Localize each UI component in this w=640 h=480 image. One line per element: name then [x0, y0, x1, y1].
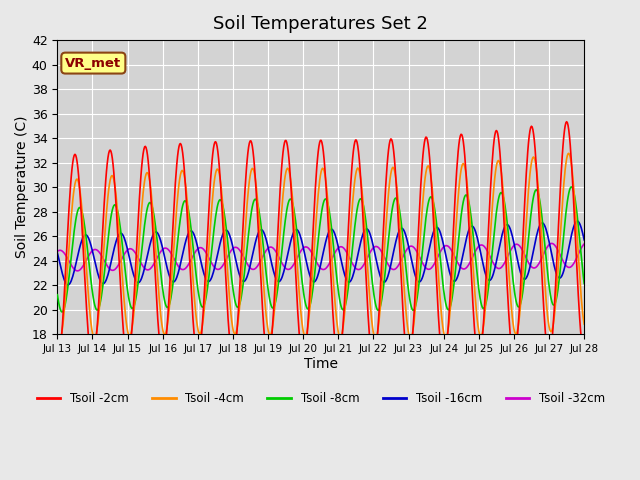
Legend: Tsoil -2cm, Tsoil -4cm, Tsoil -8cm, Tsoil -16cm, Tsoil -32cm: Tsoil -2cm, Tsoil -4cm, Tsoil -8cm, Tsoi… — [32, 387, 610, 410]
Y-axis label: Soil Temperature (C): Soil Temperature (C) — [15, 116, 29, 258]
Title: Soil Temperatures Set 2: Soil Temperatures Set 2 — [213, 15, 428, 33]
Text: VR_met: VR_met — [65, 57, 122, 70]
X-axis label: Time: Time — [304, 357, 338, 371]
